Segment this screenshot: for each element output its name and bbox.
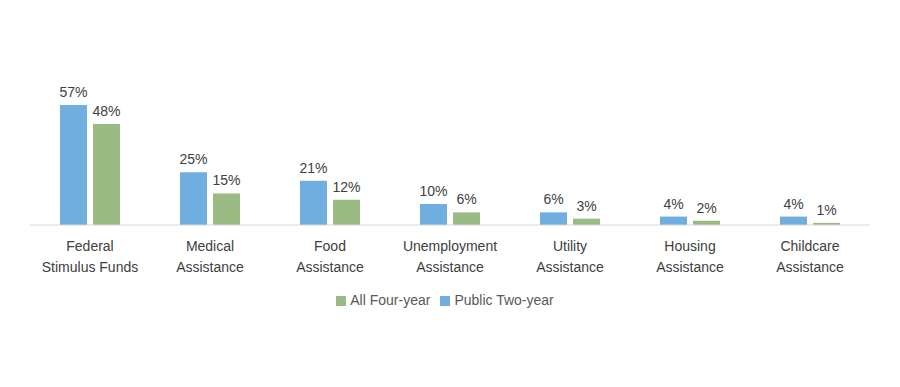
- svg-text:21%: 21%: [299, 160, 327, 176]
- svg-text:FoodAssistance: FoodAssistance: [296, 238, 364, 275]
- svg-text:57%: 57%: [59, 84, 87, 100]
- svg-text:4%: 4%: [783, 196, 803, 212]
- svg-text:25%: 25%: [179, 151, 207, 167]
- svg-text:15%: 15%: [212, 172, 240, 188]
- svg-text:1%: 1%: [816, 202, 836, 218]
- svg-text:4%: 4%: [663, 196, 683, 212]
- svg-text:2%: 2%: [696, 200, 716, 216]
- svg-text:12%: 12%: [332, 179, 360, 195]
- svg-text:10%: 10%: [419, 183, 447, 199]
- svg-text:6%: 6%: [543, 191, 563, 207]
- svg-text:UtilityAssistance: UtilityAssistance: [536, 238, 604, 275]
- svg-text:6%: 6%: [456, 191, 476, 207]
- svg-text:FederalStimulus Funds: FederalStimulus Funds: [42, 238, 138, 275]
- svg-text:MedicalAssistance: MedicalAssistance: [176, 238, 244, 275]
- html-text:Public Two-year: Public Two-year: [454, 292, 554, 308]
- svg-text:48%: 48%: [92, 103, 120, 119]
- svg-text:UnemploymentAssistance: UnemploymentAssistance: [403, 238, 497, 275]
- svg-text:ChildcareAssistance: ChildcareAssistance: [776, 238, 844, 275]
- html-text:All Four-year: All Four-year: [350, 292, 431, 308]
- svg-text:3%: 3%: [576, 198, 596, 214]
- svg-text:HousingAssistance: HousingAssistance: [656, 238, 724, 275]
